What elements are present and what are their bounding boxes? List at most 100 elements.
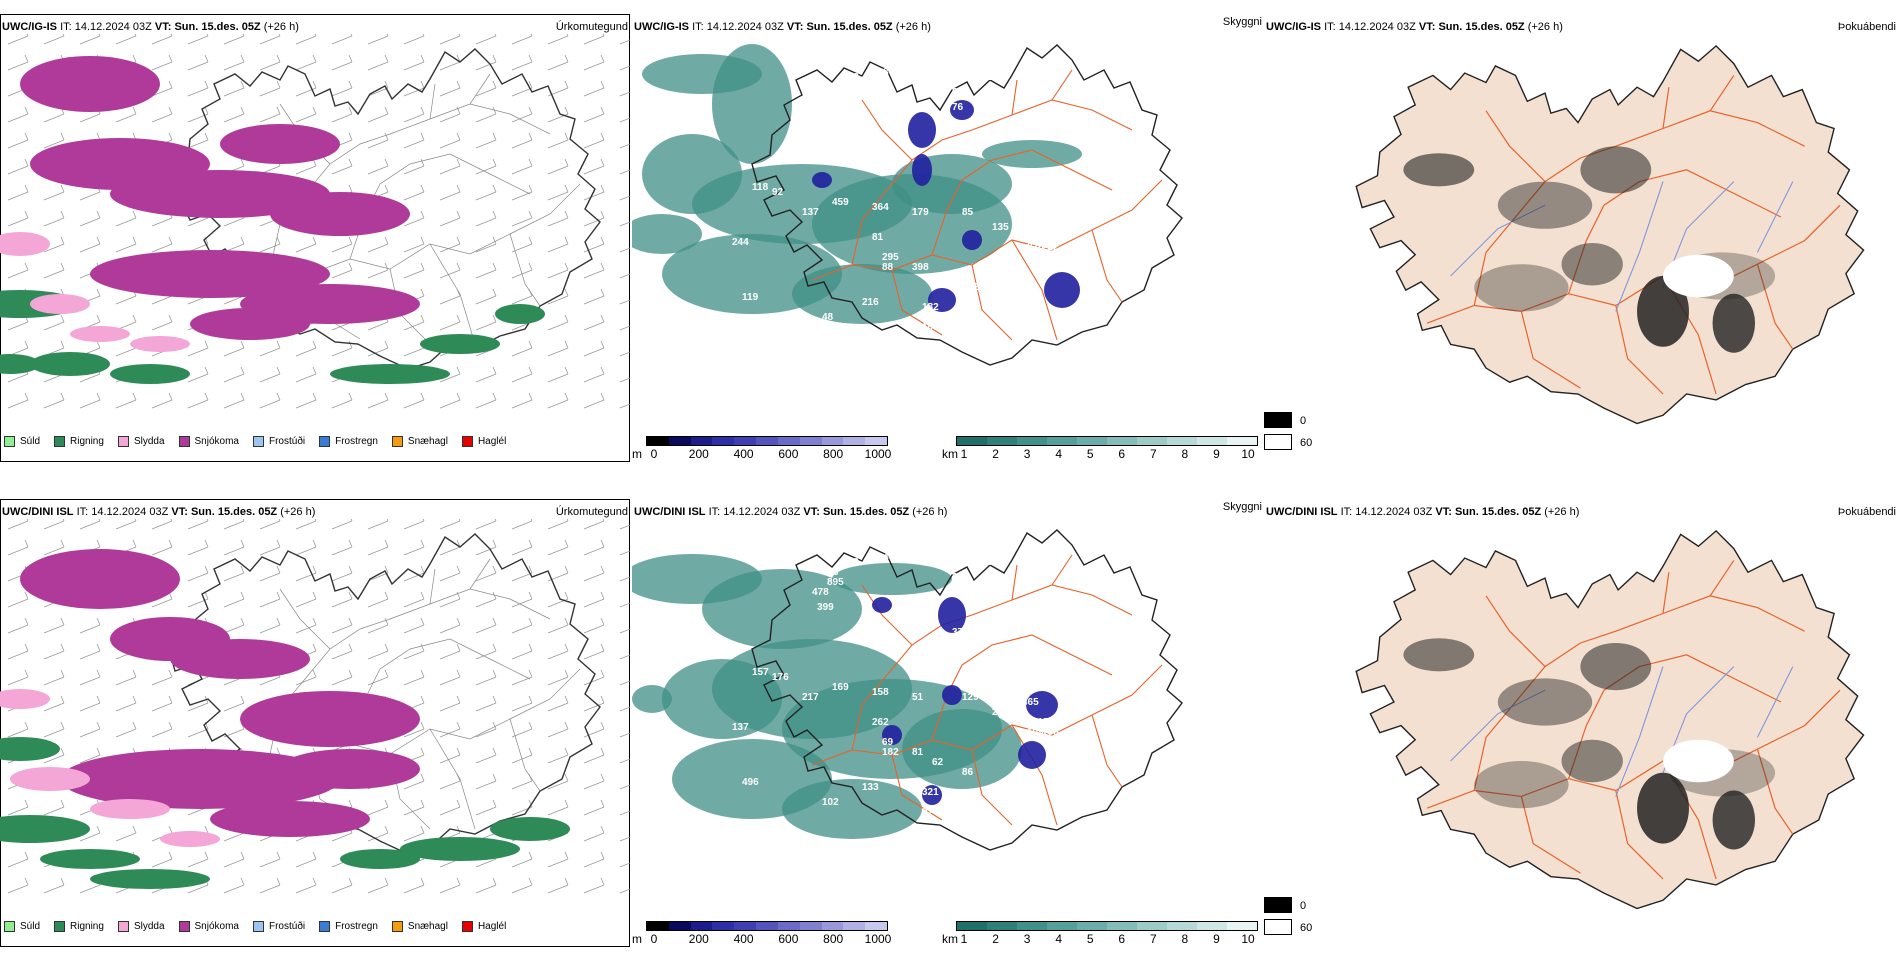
cloud-base-value: 48 — [822, 312, 834, 323]
panel-title-fog: Þokuábendi — [1837, 506, 1896, 518]
cloud-visibility-panel: UWC/DINI ISL IT: 14.12.2024 03Z VT: Sun.… — [632, 485, 1264, 955]
precip-type-panel: UWC/IG-IS IT: 14.12.2024 03Z VT: Sun. 15… — [0, 0, 632, 470]
vt-label: VT: — [786, 21, 804, 33]
cloud-base-value: 496 — [742, 777, 759, 788]
model-name: UWC/IG-IS — [1266, 21, 1321, 33]
visibility-area — [902, 709, 1022, 789]
legend-swatch — [252, 436, 264, 447]
glacier-area — [1663, 254, 1734, 298]
fog-panel: UWC/DINI ISL IT: 14.12.2024 03Z VT: Sun.… — [1264, 485, 1900, 955]
road-line — [1473, 595, 1805, 791]
fog-legend-label: 0 — [1300, 900, 1307, 912]
cloud-base-colorbar: m 0 200 400 600 800 1000 — [632, 921, 942, 947]
colorbar-segment — [668, 437, 691, 445]
panel-title-visibility: Skyggni — [1222, 16, 1262, 28]
sleet-area — [30, 294, 90, 314]
cloud-base-area — [812, 172, 832, 188]
rain-area — [0, 737, 60, 761]
legend-item: Slydda — [117, 436, 165, 447]
legend-swatch — [319, 436, 331, 447]
it-value: 14.12.2024 03Z — [1355, 506, 1433, 518]
cloud-base-area — [1026, 691, 1058, 719]
colorbar-tick-label: 400 — [733, 447, 754, 461]
precip-type-frame — [0, 499, 630, 947]
colorbar-segment — [647, 437, 669, 445]
cloud-base-value: 176 — [952, 307, 969, 318]
road-line — [1485, 595, 1546, 668]
legend-label: Snæhagl — [407, 436, 448, 447]
rain-area — [490, 817, 570, 841]
cloud-base-value: 465 — [1022, 697, 1039, 708]
fog-legend-swatch — [1264, 897, 1292, 913]
legend-item: Súld — [4, 436, 40, 447]
colorbar-segment — [1107, 437, 1137, 445]
cloud-base-value: 252 — [952, 142, 969, 153]
road-line — [469, 73, 491, 105]
river-line — [1615, 181, 1664, 312]
legend-item: Snæhagl — [391, 921, 448, 932]
rain-area — [110, 364, 190, 384]
cloud-base-value: 100 — [922, 322, 939, 333]
legend-label: Slydda — [133, 436, 165, 447]
cloud-base-value: 74 — [912, 837, 924, 848]
colorbar-segment — [756, 922, 778, 930]
vt-value: Sun. 15.des. 05Z — [1454, 506, 1542, 518]
visibility-colorbar: km 1 2 3 4 5 6 7 8 9 10 — [942, 436, 1258, 462]
vt-value: Sun. 15.des. 05Z — [190, 506, 278, 518]
legend-item: Haglél — [461, 921, 506, 932]
fog-area — [1403, 153, 1475, 187]
cloud-base-value: 69 — [882, 737, 894, 748]
road-line — [279, 588, 331, 650]
rain-area — [90, 869, 210, 889]
vt-value: Sun. 15.des. 05Z — [1438, 21, 1525, 33]
cloud-base-value: 109 — [1027, 727, 1044, 738]
it-label: IT: — [708, 506, 721, 518]
colorbar-tick-label: 800 — [823, 447, 844, 461]
cloud-base-value: 222 — [1042, 242, 1059, 253]
colorbar-tick-label: 1000 — [864, 932, 892, 946]
river-line — [1450, 689, 1546, 762]
rain-area — [0, 815, 90, 843]
vt-label: VT: — [171, 506, 188, 518]
legend-label: Súld — [20, 436, 41, 447]
cloud-base-value: 182 — [922, 302, 939, 313]
cloud-base-value: 680 — [822, 567, 839, 578]
road-line — [851, 99, 1133, 266]
cloud-base-value: 220 — [992, 707, 1009, 718]
colorbar-segment — [1227, 437, 1257, 445]
cloud-base-area — [1018, 741, 1046, 769]
legend-item: Frostregn — [319, 921, 378, 932]
it-value: 14.12.2024 03Z — [706, 21, 784, 33]
fog-panel: UWC/IG-IS IT: 14.12.2024 03Z VT: Sun. 15… — [1264, 0, 1900, 470]
iceland-outline — [0, 533, 601, 889]
lead-time: (+26 h) — [1544, 506, 1580, 518]
cloud-base-value: 29 — [1082, 282, 1094, 293]
colorbar-segment — [987, 437, 1017, 445]
road-line — [971, 264, 1013, 341]
road-line — [1051, 554, 1073, 586]
fog-legend-swatch — [1264, 919, 1292, 935]
colorbar-tick-label: 2 — [992, 932, 999, 946]
fog-legend-swatch — [1264, 434, 1292, 450]
colorbar-tick-label: 8 — [1181, 447, 1189, 461]
legend-swatch — [54, 921, 66, 932]
cloud-base-value: 119 — [742, 292, 759, 303]
river-line — [1756, 666, 1794, 738]
legend-item: Haglél — [461, 436, 506, 447]
cloud-base-area — [872, 597, 892, 613]
cloud-base-area — [922, 785, 942, 805]
panel-title-fog: Þokuábendi — [1837, 21, 1896, 33]
visibility-area — [782, 779, 922, 839]
snow-area — [210, 801, 370, 837]
cloud-base-value: 85 — [962, 207, 974, 218]
cloud-base-colorbar: m 0 200 400 600 800 1000 — [632, 436, 942, 462]
road-line — [1756, 264, 1794, 350]
cloud-base-value: 339 — [812, 102, 829, 113]
vt-value: Sun. 15.des. 05Z — [806, 21, 893, 33]
road-line — [1709, 75, 1735, 112]
colorbar-swatches — [646, 436, 888, 446]
fog-legend-item: 60 — [1264, 434, 1404, 456]
road-line — [1011, 564, 1018, 601]
fog-area — [1637, 772, 1689, 844]
